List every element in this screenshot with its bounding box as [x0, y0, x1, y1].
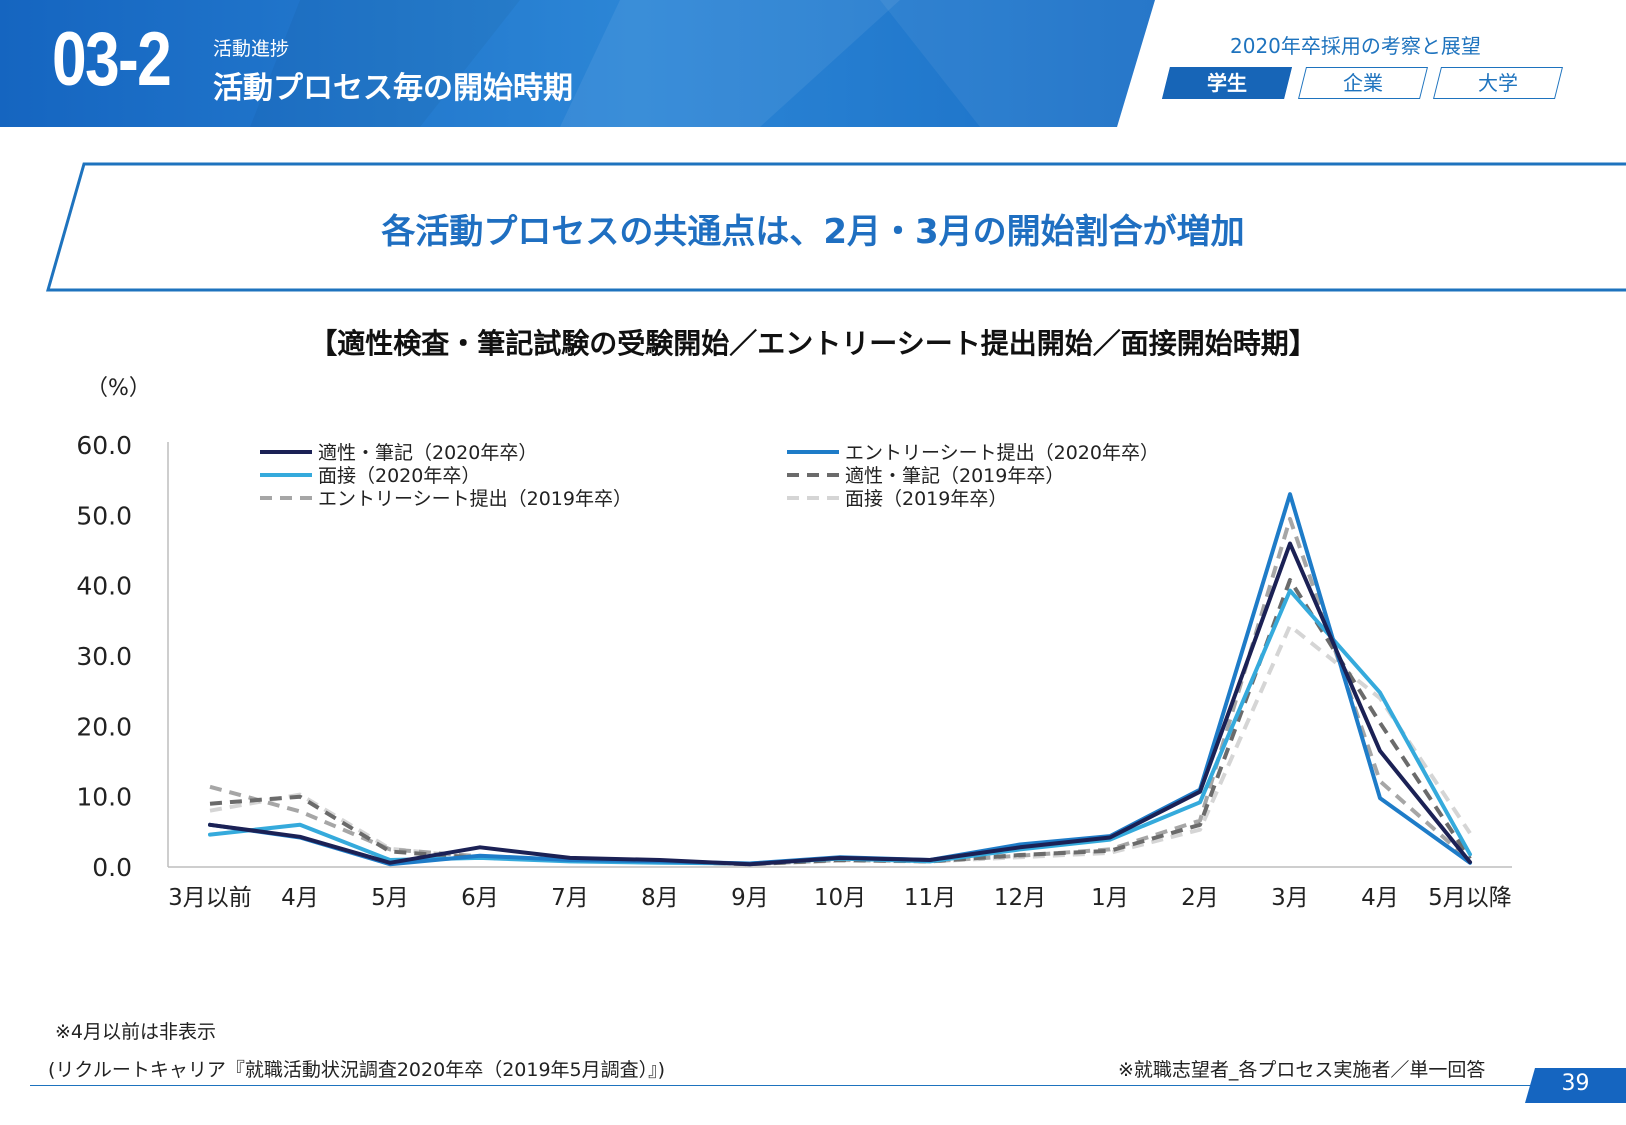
banner-frame [46, 162, 1626, 292]
x-tick-label: 3月 [1271, 885, 1309, 911]
page-number: 39 [1561, 1071, 1590, 1096]
series-line [209, 623, 1472, 867]
legend-label: 適性・筆記（2019年卒） [845, 465, 1064, 487]
section-subtitle: 活動進捗 [213, 38, 290, 60]
x-tick-label: 8月 [641, 885, 679, 911]
footer-divider [30, 1085, 1560, 1086]
header-band [0, 0, 1155, 127]
x-tick-label: 1月 [1091, 885, 1129, 911]
tab-universities-label: 大学 [1478, 71, 1518, 95]
tab-students[interactable]: 学生 [1162, 67, 1292, 99]
footnote-hidden-months: ※4月以前は非表示 [55, 1021, 217, 1043]
y-axis-unit: （%） [86, 376, 151, 401]
legend-label: エントリーシート提出（2019年卒） [318, 488, 632, 510]
tab-students-label: 学生 [1207, 71, 1247, 95]
y-tick-label: 40.0 [76, 572, 132, 601]
y-tick-label: 10.0 [76, 783, 132, 812]
tab-companies-label: 企業 [1343, 71, 1383, 95]
chart-legend: 適性・筆記（2020年卒） エントリーシート提出（2020年卒） 面接（2020年卒… [260, 442, 1159, 510]
x-tick-label: 3月以前 [168, 885, 252, 911]
section-number: 03-2 [52, 17, 172, 102]
y-tick-label: 0.0 [92, 853, 132, 882]
x-tick-label: 4月 [1361, 885, 1399, 911]
tab-companies[interactable]: 企業 [1298, 67, 1428, 99]
legend-label: 適性・筆記（2020年卒） [318, 442, 537, 464]
legend-label: 面接（2019年卒） [845, 488, 1007, 510]
x-tick-label: 11月 [904, 885, 956, 911]
series-line [208, 588, 1472, 866]
page-badge [1525, 1068, 1626, 1103]
legend-label: エントリーシート提出（2020年卒） [845, 442, 1159, 464]
y-tick-label: 50.0 [76, 501, 132, 530]
chart-title: 【適性検査・筆記試験の受験開始／エントリーシート提出開始／面接開始時期】 [309, 327, 1317, 360]
x-tick-label: 12月 [994, 885, 1046, 911]
x-tick-label: 2月 [1181, 885, 1219, 911]
series-line [208, 541, 1472, 867]
source-note: (リクルートキャリア『就職活動状況調査2020年卒（2019年5月調査）』) [48, 1059, 666, 1081]
x-tick-label: 7月 [551, 885, 589, 911]
y-tick-label: 30.0 [76, 642, 132, 671]
x-tick-label: 4月 [281, 885, 319, 911]
chart-series [208, 492, 1472, 867]
y-tick-label: 20.0 [76, 712, 132, 741]
section-title: 活動プロセス毎の開始時期 [213, 71, 573, 106]
series-line [209, 578, 1472, 867]
y-tick-label: 60.0 [76, 431, 132, 460]
x-tick-label: 9月 [731, 885, 769, 911]
legend-label: 面接（2020年卒） [318, 465, 480, 487]
x-tick-label: 10月 [814, 885, 866, 911]
chart-axes: 0.0 10.0 20.0 30.0 40.0 50.0 60.0 3月以前 4月 5月 6月 7月 8… [76, 431, 1512, 911]
x-tick-label: 5月以降 [1428, 885, 1512, 911]
respondents-note: ※就職志望者_各プロセス実施者／単一回答 [1118, 1059, 1486, 1081]
x-tick-label: 5月 [371, 885, 409, 911]
key-message: 各活動プロセスの共通点は、2月・3月の開始割合が増加 [381, 212, 1245, 252]
tab-universities[interactable]: 大学 [1433, 67, 1563, 99]
line-chart: 0.0 10.0 20.0 30.0 40.0 50.0 60.0 3月以前 4月 5月 6月 7月 8… [76, 431, 1512, 911]
report-series-title: 2020年卒採用の考察と展望 [1230, 34, 1481, 58]
x-tick-label: 6月 [461, 885, 499, 911]
